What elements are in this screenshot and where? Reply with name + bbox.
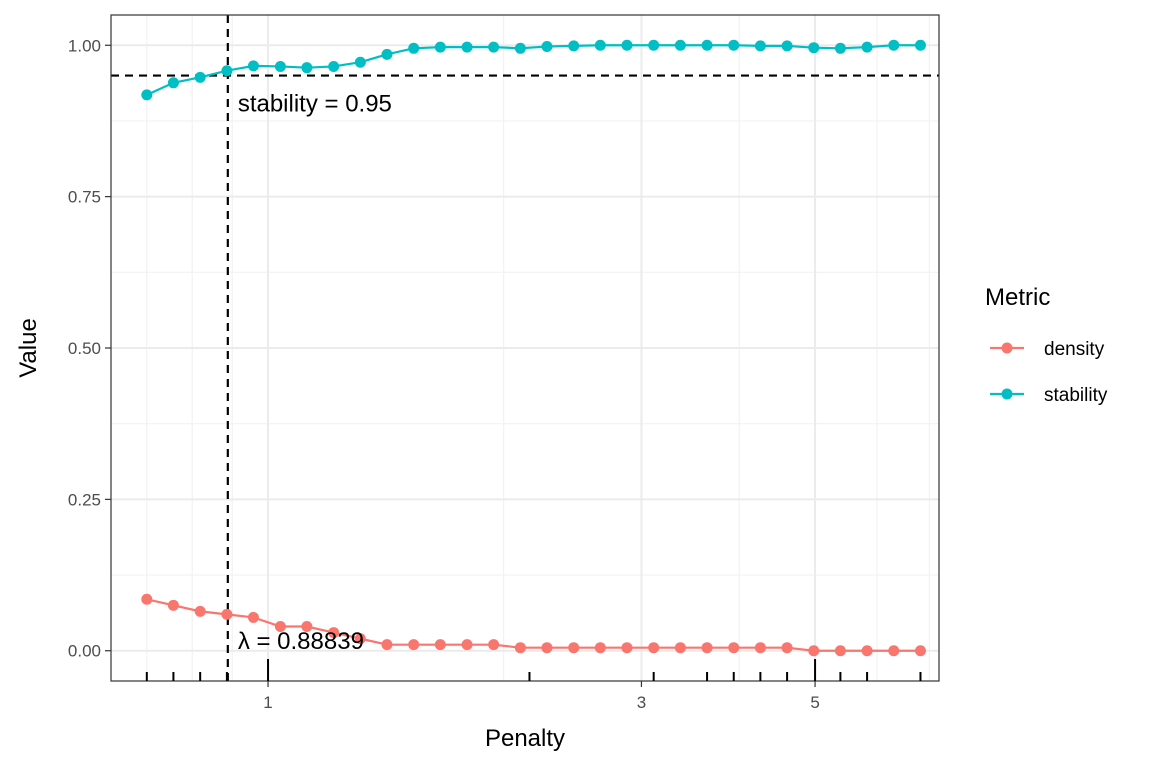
point-density (328, 627, 340, 639)
point-density (141, 593, 153, 605)
point-stability (141, 89, 153, 101)
point-stability (834, 42, 846, 54)
legend: Metric density stability (985, 284, 1108, 406)
point-density (514, 642, 526, 654)
annotation-selected-lambda: λ = 0.88839 (238, 628, 364, 655)
point-stability (541, 40, 553, 52)
annotation-stability-threshold: stability = 0.95 (238, 91, 392, 118)
point-stability (354, 56, 366, 68)
point-density (167, 599, 179, 611)
point-stability (781, 40, 793, 52)
point-density (541, 642, 553, 654)
point-density (834, 645, 846, 657)
x-tick-label: 3 (637, 693, 646, 712)
y-axis-title: Value (15, 318, 42, 378)
reference-lines (111, 15, 939, 681)
point-density (648, 642, 660, 654)
point-density (274, 621, 286, 633)
point-density (408, 639, 420, 651)
point-density (194, 605, 206, 617)
point-stability (674, 39, 686, 51)
series (141, 39, 926, 657)
point-stability (434, 41, 446, 53)
x-tick-label: 1 (263, 693, 272, 712)
point-stability (728, 39, 740, 51)
point-stability (914, 39, 926, 51)
point-stability (621, 39, 633, 51)
point-stability (221, 65, 233, 77)
point-stability (461, 41, 473, 53)
grid (111, 15, 939, 681)
point-stability (488, 41, 500, 53)
point-stability (568, 40, 580, 52)
point-density (701, 642, 713, 654)
point-density (754, 642, 766, 654)
point-stability (514, 42, 526, 54)
point-stability (408, 42, 420, 54)
point-density (594, 642, 606, 654)
point-density (381, 639, 393, 651)
point-density (781, 642, 793, 654)
point-stability (328, 60, 340, 72)
y-tick-label: 1.00 (68, 36, 101, 55)
legend-key-point-stability (1001, 388, 1013, 400)
x-axis-title: Penalty (485, 725, 565, 752)
point-density (247, 611, 259, 623)
point-stability (888, 39, 900, 51)
point-density (461, 639, 473, 651)
legend-items: density stability (990, 339, 1108, 406)
annotations: stability = 0.95 λ = 0.88839 (238, 91, 392, 655)
axes: 0.00 0.25 0.50 0.75 1.00 1 3 5 (68, 36, 820, 712)
x-tick-label: 5 (810, 693, 819, 712)
y-tick-label: 0.00 (68, 642, 101, 661)
point-density (728, 642, 740, 654)
point-stability (754, 40, 766, 52)
point-density (488, 639, 500, 651)
point-stability (701, 39, 713, 51)
point-density (674, 642, 686, 654)
point-stability (167, 77, 179, 89)
y-tick-label: 0.50 (68, 339, 101, 358)
point-density (354, 633, 366, 645)
point-density (568, 642, 580, 654)
legend-label-stability: stability (1044, 385, 1108, 406)
point-stability (194, 71, 206, 83)
point-density (221, 608, 233, 620)
point-stability (594, 39, 606, 51)
point-stability (301, 62, 313, 74)
point-density (914, 645, 926, 657)
y-tick-label: 0.25 (68, 490, 101, 509)
point-stability (861, 41, 873, 53)
point-stability (808, 42, 820, 54)
point-density (301, 621, 313, 633)
point-stability (381, 48, 393, 60)
point-density (888, 645, 900, 657)
point-density (861, 645, 873, 657)
point-stability (274, 60, 286, 72)
point-density (621, 642, 633, 654)
point-density (808, 645, 820, 657)
rug (145, 659, 922, 681)
point-stability (648, 39, 660, 51)
point-density (434, 639, 446, 651)
legend-key-point-density (1001, 342, 1013, 354)
legend-title: Metric (985, 284, 1050, 311)
point-stability (247, 60, 259, 72)
y-tick-label: 0.75 (68, 188, 101, 207)
legend-label-density: density (1044, 339, 1105, 360)
